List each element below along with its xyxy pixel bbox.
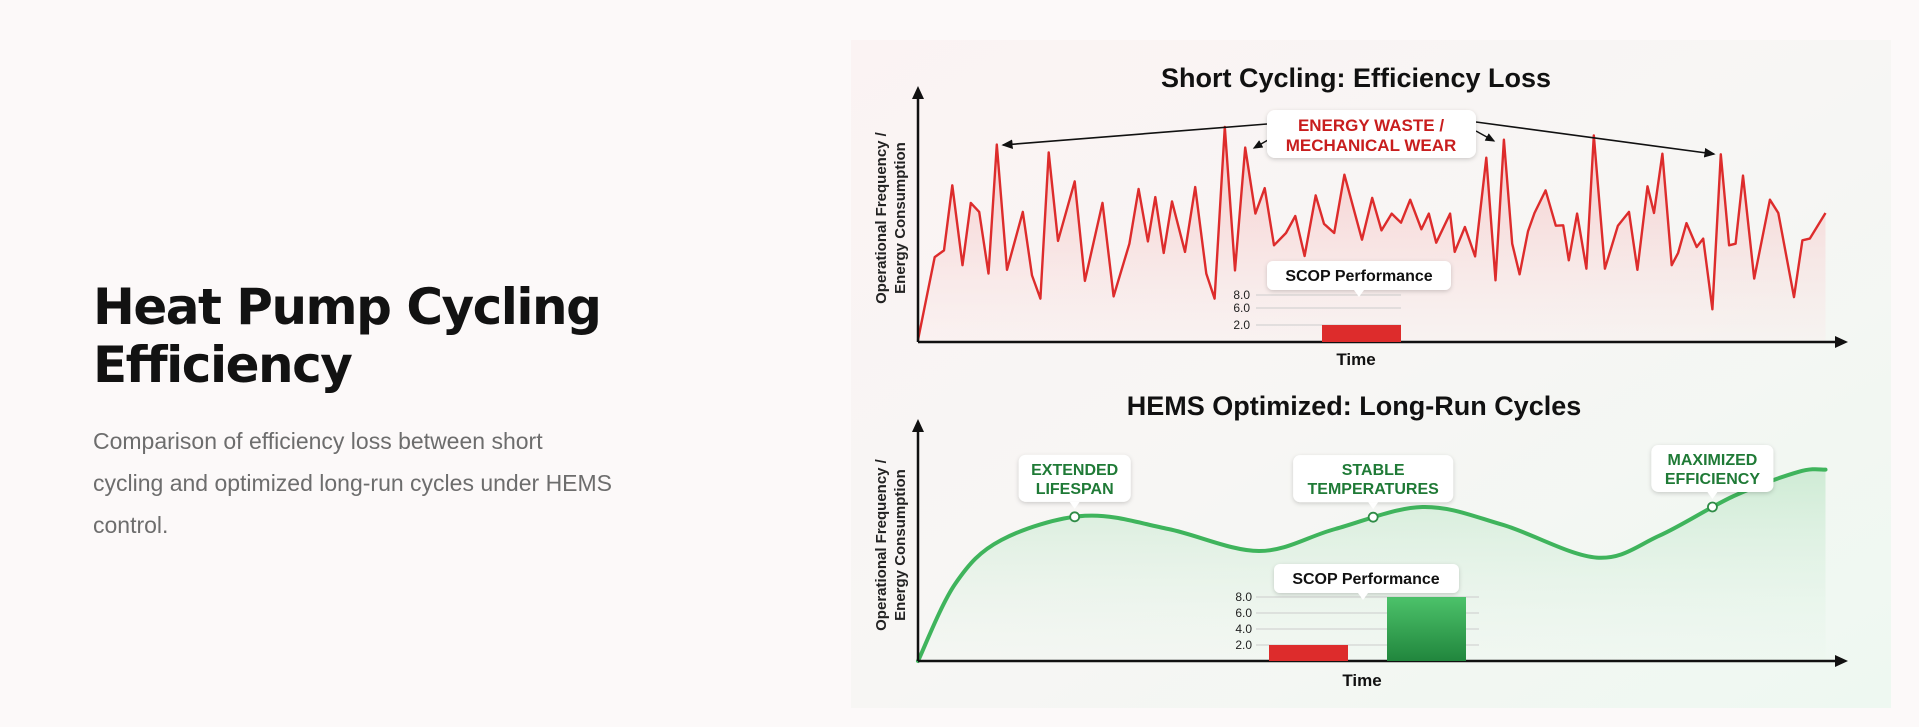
x-axis-arrow-icon bbox=[1835, 336, 1848, 348]
annotation-extended-lifespan: EXTENDED LIFESPAN bbox=[1018, 454, 1131, 523]
annotation-text: EFFICIENCY bbox=[1665, 471, 1760, 488]
y-axis-label: Operational Frequency / Energy Consumpti… bbox=[873, 131, 909, 304]
area-fill bbox=[918, 127, 1826, 342]
x-axis-label: Time bbox=[1342, 671, 1381, 690]
annotation-marker bbox=[1069, 511, 1081, 523]
tick-label: 6.0 bbox=[1235, 606, 1252, 620]
inset-title: SCOP Performance bbox=[1292, 571, 1439, 588]
svg-text:Operational Frequency /: Operational Frequency / bbox=[873, 458, 890, 631]
annotation-line-1: ENERGY WASTE / bbox=[1298, 116, 1444, 135]
svg-text:Energy Consumption: Energy Consumption bbox=[892, 469, 909, 621]
svg-text:Energy Consumption: Energy Consumption bbox=[892, 142, 909, 294]
chart-title: Short Cycling: Efficiency Loss bbox=[1161, 63, 1551, 93]
annotation-maximized-efficiency: MAXIMIZED EFFICIENCY bbox=[1651, 444, 1774, 513]
short-cycling-chart: Short Cycling: Efficiency Loss Time Oper… bbox=[873, 63, 1848, 369]
page-subtitle: Comparison of efficiency loss between sh… bbox=[93, 428, 613, 538]
annotation-marker bbox=[1367, 511, 1379, 523]
tick-label: 8.0 bbox=[1233, 288, 1250, 302]
scop-bar-short-cycling bbox=[1269, 645, 1348, 661]
annotation-marker bbox=[1707, 501, 1718, 513]
page-title: Heat Pump Cycling Efficiency bbox=[93, 278, 602, 394]
annotation-text: STABLE bbox=[1342, 462, 1405, 479]
tick-label: 6.0 bbox=[1233, 301, 1250, 315]
annotation-text: LIFESPAN bbox=[1036, 481, 1114, 498]
tick-label: 4.0 bbox=[1235, 622, 1252, 636]
inset-title: SCOP Performance bbox=[1285, 268, 1432, 285]
annotation-text: EXTENDED bbox=[1031, 462, 1118, 479]
annotation-text: TEMPERATURES bbox=[1308, 481, 1440, 498]
tick-label: 8.0 bbox=[1235, 590, 1252, 604]
y-axis-arrow-icon bbox=[912, 86, 924, 99]
annotation-stable-temperatures: STABLE TEMPERATURES bbox=[1293, 455, 1454, 523]
x-axis-arrow-icon bbox=[1835, 655, 1848, 667]
energy-waste-annotation: ENERGY WASTE / MECHANICAL WEAR bbox=[1001, 110, 1716, 158]
tick-label: 2.0 bbox=[1235, 638, 1252, 652]
series-line bbox=[916, 125, 1827, 341]
scop-bar-hems bbox=[1387, 597, 1466, 661]
hems-optimized-chart: HEMS Optimized: Long-Run Cycles Time Ope… bbox=[873, 391, 1848, 690]
svg-text:Operational Frequency /: Operational Frequency / bbox=[873, 131, 890, 304]
intro: Heat Pump Cycling Efficiency Comparison … bbox=[93, 278, 793, 546]
chart-title: HEMS Optimized: Long-Run Cycles bbox=[1127, 391, 1582, 421]
y-axis-arrow-icon bbox=[912, 419, 924, 432]
y-axis-label: Operational Frequency / Energy Consumpti… bbox=[873, 458, 909, 631]
scop-bar bbox=[1322, 325, 1401, 342]
annotation-line-2: MECHANICAL WEAR bbox=[1286, 136, 1457, 155]
scop-inset-chart: 8.0 6.0 2.0 SCOP Performance bbox=[1233, 261, 1451, 342]
tick-label: 2.0 bbox=[1233, 318, 1250, 332]
scop-inset-chart: 8.0 6.0 4.0 2.0 SCOP Performance bbox=[1235, 564, 1479, 661]
x-axis-label: Time bbox=[1336, 350, 1375, 369]
annotation-text: MAXIMIZED bbox=[1668, 452, 1758, 469]
